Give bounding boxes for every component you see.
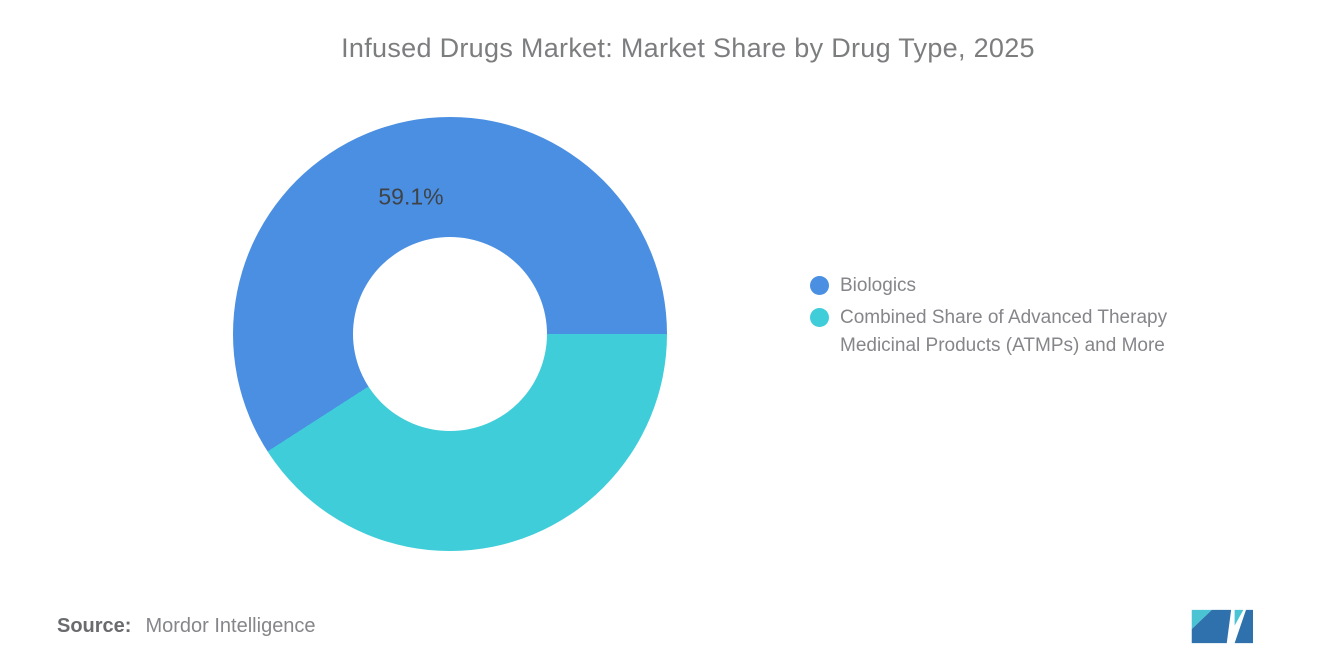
donut-hole: [353, 237, 547, 431]
chart-title: Infused Drugs Market: Market Share by Dr…: [341, 33, 1035, 63]
slice-label-biologics: 59.1%: [378, 183, 444, 210]
legend-label-biologics: Biologics: [840, 275, 917, 296]
legend-item-atmps[interactable]: Combined Share of Advanced Therapy Medic…: [810, 304, 1240, 360]
legend-item-biologics[interactable]: Biologics: [810, 272, 1240, 300]
legend-marker-atmps-icon: [810, 308, 829, 327]
mordor-intelligence-logo-icon: [1191, 609, 1253, 644]
legend-marker-biologics-icon: [810, 276, 829, 295]
source-prefix: Source:: [57, 615, 132, 637]
source-line: Source: Mordor Intelligence: [57, 613, 316, 639]
legend: Biologics Combined Share of Advanced The…: [810, 272, 1240, 364]
donut-chart: 59.1%: [233, 117, 667, 551]
legend-label-atmps: Combined Share of Advanced Therapy Medic…: [840, 307, 1168, 356]
source-text: Mordor Intelligence: [145, 615, 316, 637]
